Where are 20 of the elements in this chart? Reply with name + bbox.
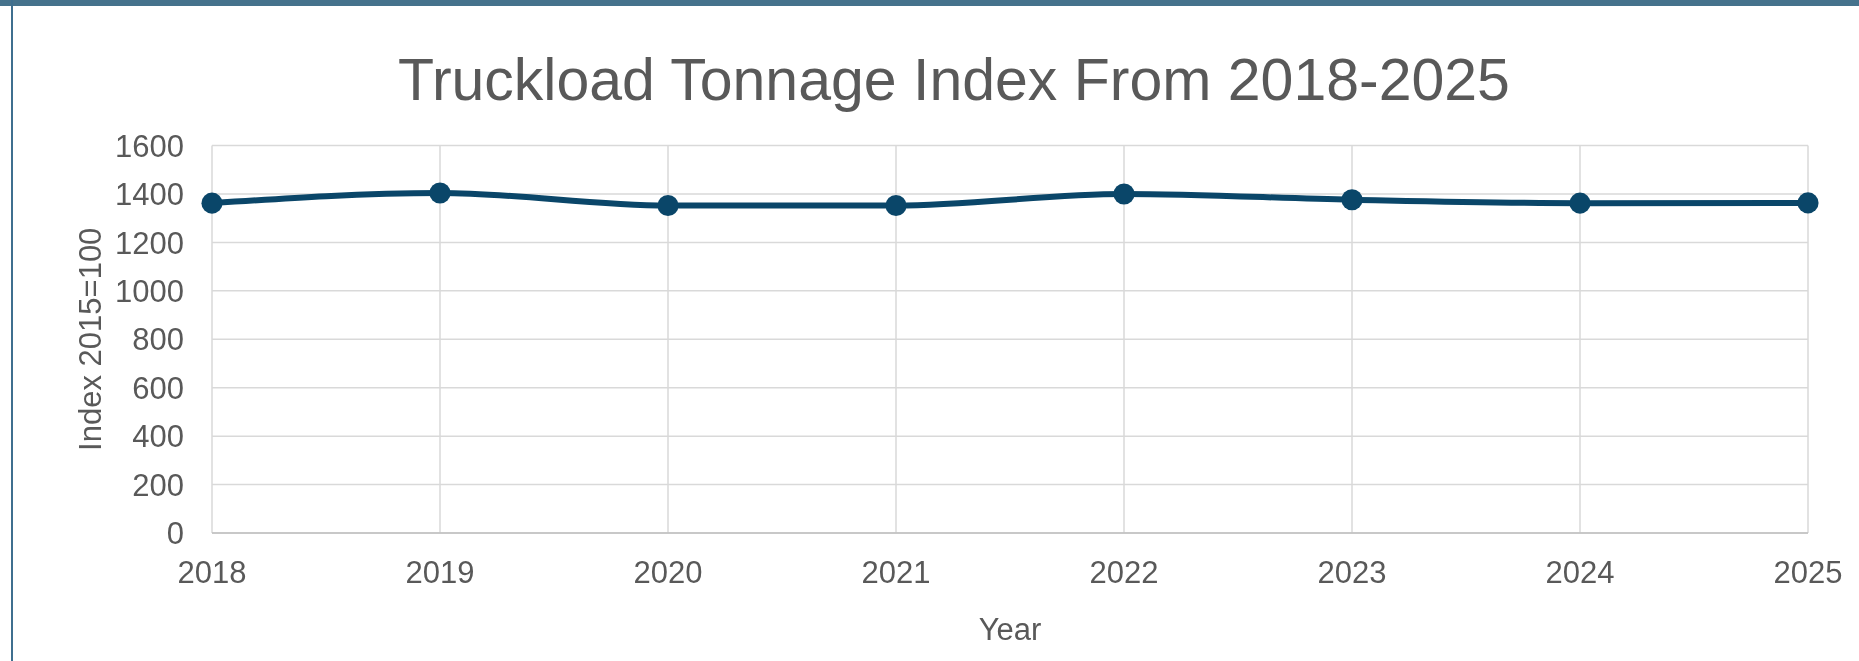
y-tick-label: 400: [132, 419, 184, 455]
x-tick-label: 2022: [1089, 555, 1159, 590]
x-tick-label: 2024: [1545, 555, 1615, 590]
y-tick-label: 1200: [115, 225, 184, 261]
x-tick-label: 2020: [633, 555, 703, 590]
x-tick-label: 2025: [1773, 555, 1843, 590]
x-tick-label: 2019: [405, 555, 475, 590]
x-tick-label: 2023: [1317, 555, 1387, 590]
x-tick-label: 2018: [177, 555, 247, 590]
y-tick-label: 0: [166, 516, 184, 552]
x-tick-label: 2021: [861, 555, 931, 590]
y-axis-title: Index 2015=100: [73, 227, 108, 451]
chart-title: Truckload Tonnage Index From 2018-2025: [398, 47, 1510, 113]
x-axis-title: Year: [978, 612, 1042, 647]
y-tick-label: 1600: [115, 128, 184, 164]
y-tick-label: 800: [132, 322, 184, 358]
y-tick-label: 600: [132, 370, 184, 406]
y-tick-label: 1400: [115, 177, 184, 213]
y-tick-label: 200: [132, 467, 184, 503]
y-tick-label: 1000: [115, 273, 184, 309]
